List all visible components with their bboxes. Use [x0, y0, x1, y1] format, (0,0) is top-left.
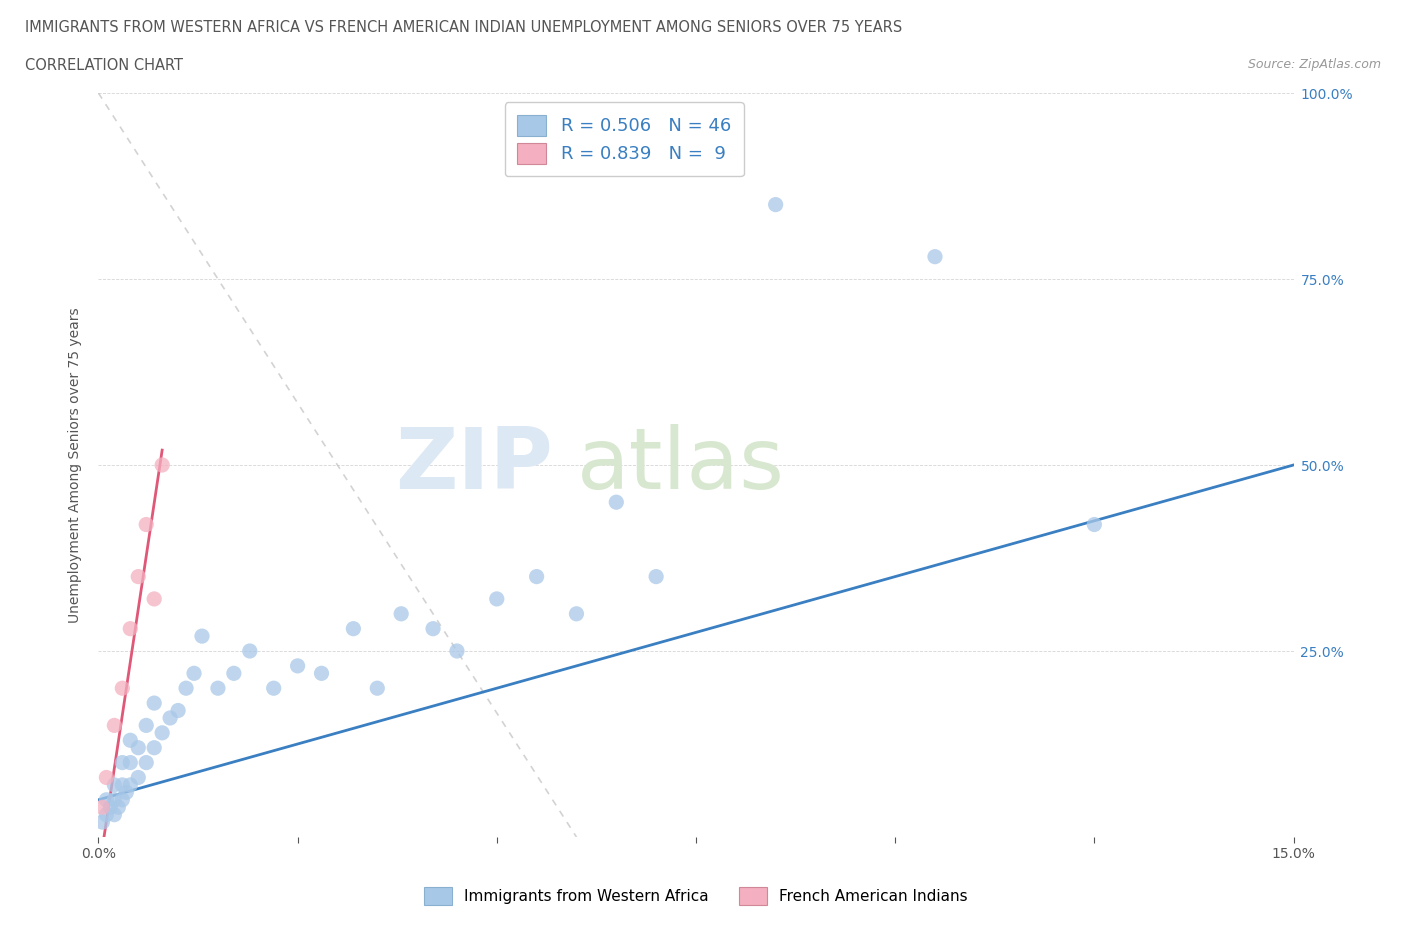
Point: [120, 621, 142, 636]
Point: [565, 606, 588, 621]
Point: [263, 681, 285, 696]
Text: IMMIGRANTS FROM WESTERN AFRICA VS FRENCH AMERICAN INDIAN UNEMPLOYMENT AMONG SENI: IMMIGRANTS FROM WESTERN AFRICA VS FRENCH…: [25, 20, 903, 35]
Point: [143, 740, 166, 755]
Point: [143, 696, 166, 711]
Text: ZIP: ZIP: [395, 423, 553, 507]
Y-axis label: Unemployment Among Seniors over 75 years: Unemployment Among Seniors over 75 years: [69, 307, 83, 623]
Point: [167, 703, 190, 718]
Point: [103, 792, 125, 807]
Point: [191, 629, 214, 644]
Point: [115, 785, 138, 800]
Point: [127, 569, 149, 584]
Point: [103, 718, 125, 733]
Point: [120, 755, 142, 770]
Point: [222, 666, 245, 681]
Point: [111, 755, 134, 770]
Point: [605, 495, 627, 510]
Point: [150, 458, 173, 472]
Point: [111, 777, 134, 792]
Point: [183, 666, 205, 681]
Point: [91, 815, 114, 830]
Point: [645, 569, 668, 584]
Text: atlas: atlas: [576, 423, 785, 507]
Point: [311, 666, 333, 681]
Point: [143, 591, 166, 606]
Point: [239, 644, 262, 658]
Legend: Immigrants from Western Africa, French American Indians: Immigrants from Western Africa, French A…: [418, 882, 974, 911]
Point: [103, 807, 125, 822]
Point: [111, 792, 134, 807]
Point: [135, 755, 157, 770]
Point: [207, 681, 229, 696]
Point: [103, 777, 125, 792]
Point: [96, 792, 118, 807]
Point: [485, 591, 508, 606]
Point: [389, 606, 412, 621]
Point: [422, 621, 444, 636]
Point: [96, 770, 118, 785]
Point: [135, 517, 157, 532]
Point: [96, 807, 118, 822]
Point: [526, 569, 548, 584]
Point: [120, 777, 142, 792]
Point: [366, 681, 388, 696]
Point: [135, 718, 157, 733]
Point: [91, 800, 114, 815]
Point: [174, 681, 197, 696]
Point: [111, 681, 134, 696]
Text: CORRELATION CHART: CORRELATION CHART: [25, 58, 183, 73]
Point: [1083, 517, 1105, 532]
Point: [765, 197, 787, 212]
Point: [287, 658, 309, 673]
Point: [150, 725, 173, 740]
Point: [446, 644, 468, 658]
Point: [127, 740, 149, 755]
Point: [100, 800, 122, 815]
Point: [107, 800, 129, 815]
Point: [159, 711, 181, 725]
Point: [120, 733, 142, 748]
Point: [924, 249, 946, 264]
Text: Source: ZipAtlas.com: Source: ZipAtlas.com: [1247, 58, 1381, 71]
Point: [127, 770, 149, 785]
Point: [342, 621, 364, 636]
